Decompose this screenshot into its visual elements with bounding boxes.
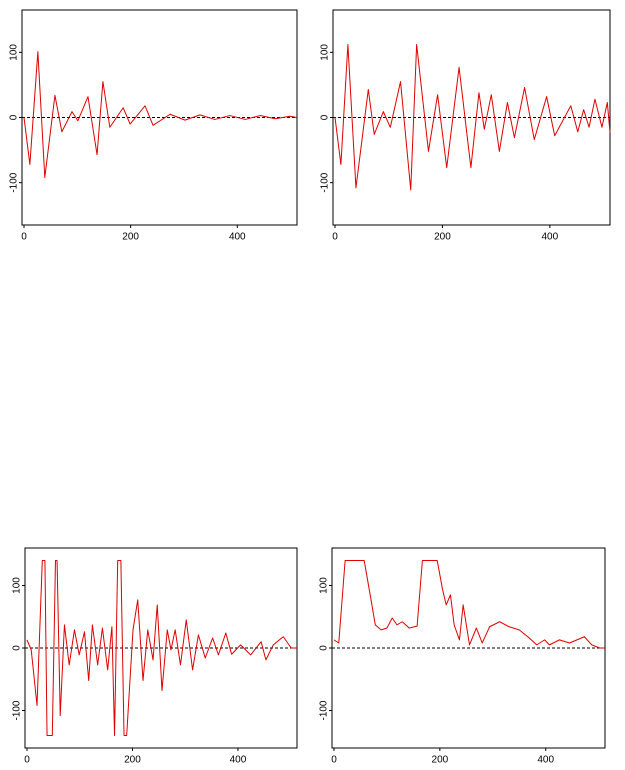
y-tick-label: 100 [320, 44, 331, 61]
x-tick-label: 200 [432, 755, 449, 765]
panel: -100 0 100 0 200 400 [320, 9, 611, 243]
x-tick-label: 200 [434, 232, 451, 243]
x-tick-label: 400 [537, 755, 554, 765]
y-tick-label: -100 [320, 172, 331, 192]
x-tick-label: 200 [122, 232, 139, 243]
y-tick-label: 0 [320, 114, 331, 120]
x-tick-label: 0 [331, 755, 337, 765]
data-line [333, 560, 605, 649]
x-tick-label: 400 [230, 755, 247, 765]
panel: -100 0 100 0 200 400 [12, 547, 298, 766]
panel: -100 0 100 0 200 400 [9, 9, 298, 243]
data-line [26, 560, 297, 736]
x-tick-label: 200 [124, 755, 141, 765]
y-tick-label: -100 [319, 700, 330, 720]
data-line [23, 51, 298, 178]
y-tick-label: -100 [9, 172, 20, 192]
y-tick-label: 0 [319, 645, 330, 651]
x-tick-label: 0 [332, 232, 338, 243]
y-tick-label: -100 [12, 700, 23, 720]
x-tick-label: 0 [21, 232, 27, 243]
data-line [334, 44, 611, 191]
y-tick-label: 100 [319, 577, 330, 594]
panel: -100 0 100 0 200 400 [319, 547, 606, 766]
y-tick-label: 0 [12, 645, 23, 651]
x-tick-label: 400 [542, 232, 559, 243]
x-tick-label: 0 [24, 755, 30, 765]
x-tick-label: 400 [229, 232, 246, 243]
y-tick-label: 100 [9, 44, 20, 61]
y-tick-label: 0 [9, 114, 20, 120]
y-tick-label: 100 [12, 577, 23, 594]
